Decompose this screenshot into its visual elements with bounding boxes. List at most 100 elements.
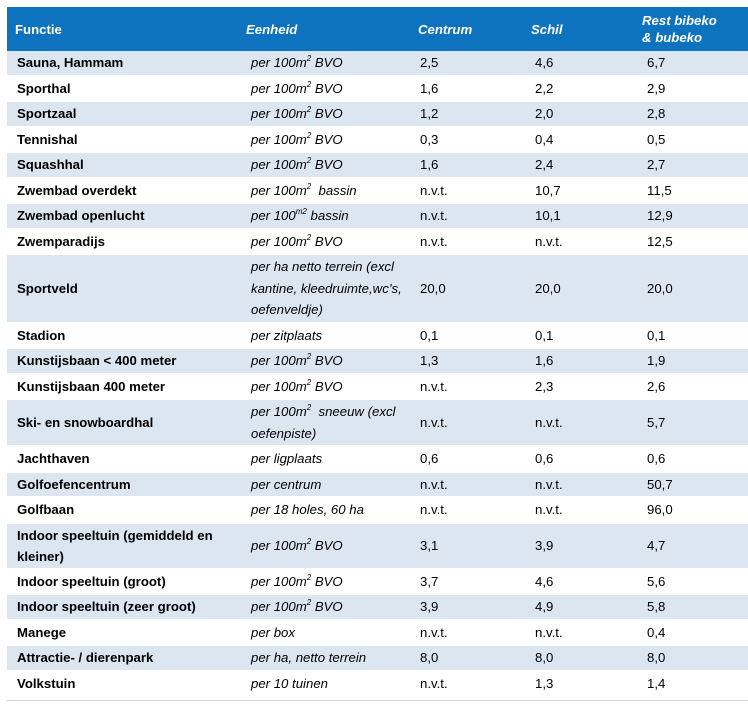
cell-functie: Volkstuin (7, 671, 237, 697)
cell-eenheid: per 100m2 BVO (237, 229, 409, 255)
cell-rest: 6,7 (633, 51, 748, 77)
table-row: Zwemparadijs per 100m2 BVO n.v.t. n.v.t.… (7, 229, 748, 255)
cell-schil: 3,9 (522, 523, 633, 570)
cell-centrum: 1,3 (409, 349, 522, 375)
cell-schil: 4,6 (522, 569, 633, 595)
cell-rest: 2,6 (633, 374, 748, 400)
cell-schil: 1,6 (522, 349, 633, 375)
table-row: Tennishal per 100m2 BVO 0,3 0,4 0,5 (7, 127, 748, 153)
cell-centrum: n.v.t. (409, 178, 522, 204)
cell-centrum: n.v.t. (409, 671, 522, 697)
table-row: Attractie- / dierenpark per ha, netto te… (7, 646, 748, 672)
cell-eenheid: per 100m2 BVO (237, 349, 409, 375)
cell-schil: n.v.t. (522, 229, 633, 255)
cell-schil: 0,6 (522, 447, 633, 473)
cell-schil: 2,3 (522, 374, 633, 400)
cell-schil: n.v.t. (522, 472, 633, 498)
cell-rest: 96,0 (633, 498, 748, 524)
cell-eenheid: per 10 tuinen (237, 671, 409, 697)
cell-eenheid: per 100m2 BVO (237, 102, 409, 128)
cell-schil: 10,7 (522, 178, 633, 204)
cell-functie: Sauna, Hammam (7, 51, 237, 77)
cell-eenheid: per 100m2 BVO (237, 153, 409, 179)
cell-centrum: n.v.t. (409, 374, 522, 400)
cell-functie: Kunstijsbaan < 400 meter (7, 349, 237, 375)
table-bottom-rule (7, 700, 748, 701)
cell-schil: 0,1 (522, 323, 633, 349)
cell-eenheid: per ligplaats (237, 447, 409, 473)
table-row: Golfbaan per 18 holes, 60 ha n.v.t. n.v.… (7, 498, 748, 524)
cell-schil: 1,3 (522, 671, 633, 697)
cell-functie: Zwembad openlucht (7, 204, 237, 230)
cell-centrum: n.v.t. (409, 498, 522, 524)
cell-schil: 2,0 (522, 102, 633, 128)
table-row: Indoor speeltuin (zeer groot) per 100m2 … (7, 595, 748, 621)
cell-rest: 2,7 (633, 153, 748, 179)
cell-eenheid: per 100m2 BVO (237, 127, 409, 153)
cell-functie: Manege (7, 620, 237, 646)
cell-eenheid: per 18 holes, 60 ha (237, 498, 409, 524)
table-row: Zwembad overdekt per 100m2 bassin n.v.t.… (7, 178, 748, 204)
table-row: Golfoefencentrum per centrum n.v.t. n.v.… (7, 472, 748, 498)
table-row: Kunstijsbaan 400 meter per 100m2 BVO n.v… (7, 374, 748, 400)
cell-centrum: 0,3 (409, 127, 522, 153)
cell-eenheid: per zitplaats (237, 323, 409, 349)
cell-centrum: n.v.t. (409, 472, 522, 498)
table-row: Kunstijsbaan < 400 meter per 100m2 BVO 1… (7, 349, 748, 375)
cell-centrum: 8,0 (409, 646, 522, 672)
cell-rest: 4,7 (633, 523, 748, 570)
cell-rest: 1,4 (633, 671, 748, 697)
cell-rest: 5,8 (633, 595, 748, 621)
cell-functie: Stadion (7, 323, 237, 349)
cell-functie: Golfoefencentrum (7, 472, 237, 498)
cell-centrum: 0,6 (409, 447, 522, 473)
cell-schil: 2,4 (522, 153, 633, 179)
table-row: Zwembad openlucht per 100m2 bassin n.v.t… (7, 204, 748, 230)
cell-functie: Indoor speeltuin (zeer groot) (7, 595, 237, 621)
cell-schil: 0,4 (522, 127, 633, 153)
cell-rest: 2,9 (633, 76, 748, 102)
cell-centrum: n.v.t. (409, 229, 522, 255)
table-row: Volkstuin per 10 tuinen n.v.t. 1,3 1,4 (7, 671, 748, 697)
header-schil: Schil (522, 7, 633, 51)
table-row: Indoor speeltuin (groot) per 100m2 BVO 3… (7, 569, 748, 595)
table-row: Indoor speeltuin (gemiddeld en kleiner) … (7, 523, 748, 570)
cell-centrum: 3,9 (409, 595, 522, 621)
cell-centrum: 0,1 (409, 323, 522, 349)
cell-schil: n.v.t. (522, 498, 633, 524)
table-row: Manege per box n.v.t. n.v.t. 0,4 (7, 620, 748, 646)
table-row: Jachthaven per ligplaats 0,6 0,6 0,6 (7, 447, 748, 473)
header-centrum: Centrum (409, 7, 522, 51)
cell-centrum: 3,7 (409, 569, 522, 595)
cell-eenheid: per 100m2 BVO (237, 569, 409, 595)
header-rest: Rest bibeko & bubeko (633, 7, 748, 51)
cell-centrum: 1,2 (409, 102, 522, 128)
cell-schil: n.v.t. (522, 400, 633, 447)
cell-rest: 2,8 (633, 102, 748, 128)
cell-functie: Tennishal (7, 127, 237, 153)
cell-functie: Jachthaven (7, 447, 237, 473)
cell-schil: 4,9 (522, 595, 633, 621)
table-row: Ski- en snowboardhal per 100m2 sneeuw (e… (7, 400, 748, 447)
cell-eenheid: per box (237, 620, 409, 646)
cell-eenheid: per 100m2 BVO (237, 76, 409, 102)
cell-functie: Attractie- / dierenpark (7, 646, 237, 672)
cell-centrum: 1,6 (409, 76, 522, 102)
cell-schil: n.v.t. (522, 620, 633, 646)
cell-rest: 8,0 (633, 646, 748, 672)
table-row: Stadion per zitplaats 0,1 0,1 0,1 (7, 323, 748, 349)
cell-eenheid: per ha netto terrein (excl kantine, klee… (237, 255, 409, 324)
table-row: Sauna, Hammam per 100m2 BVO 2,5 4,6 6,7 (7, 51, 748, 77)
cell-functie: Zwembad overdekt (7, 178, 237, 204)
cell-eenheid: per 100m2 sneeuw (excl oefenpiste) (237, 400, 409, 447)
cell-rest: 1,9 (633, 349, 748, 375)
cell-rest: 12,9 (633, 204, 748, 230)
cell-schil: 10,1 (522, 204, 633, 230)
cell-rest: 5,7 (633, 400, 748, 447)
cell-rest: 0,1 (633, 323, 748, 349)
header-functie: Functie (7, 7, 237, 51)
cell-eenheid: per 100m2 bassin (237, 178, 409, 204)
header-eenheid: Eenheid (237, 7, 409, 51)
cell-schil: 20,0 (522, 255, 633, 324)
cell-rest: 20,0 (633, 255, 748, 324)
